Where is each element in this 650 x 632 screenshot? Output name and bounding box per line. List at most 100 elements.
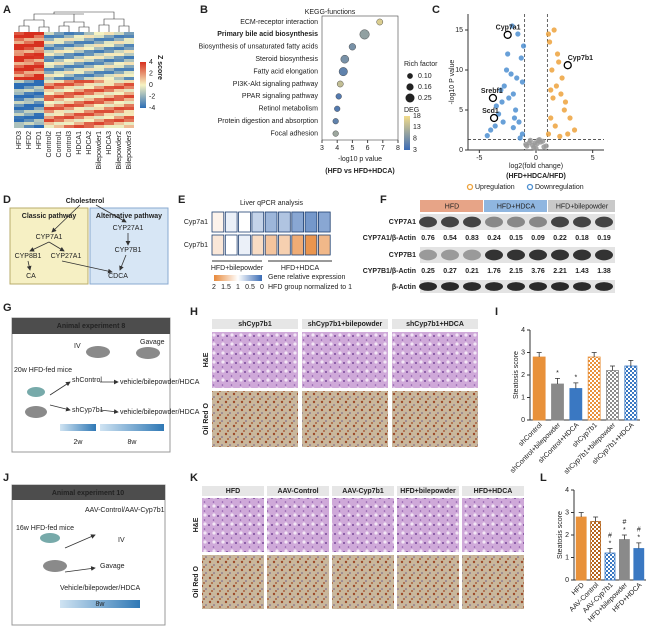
heatmap-cell (84, 92, 94, 95)
row-label: H&E (193, 517, 200, 532)
heatmap-cell (24, 77, 34, 80)
micrograph (462, 555, 524, 609)
micrograph (267, 498, 329, 552)
heatmap-cell (84, 41, 94, 44)
heatmap-cell (74, 41, 84, 44)
heatmap-cell (114, 32, 124, 35)
error-bar (555, 377, 560, 384)
column-header (302, 319, 388, 329)
heatmap-cell (14, 83, 24, 86)
band (485, 249, 503, 261)
heatmap-cell (84, 32, 94, 35)
ratio-value: 0.83 (465, 235, 479, 242)
micrograph (397, 555, 459, 609)
bar (551, 383, 564, 421)
heatmap-cell (44, 107, 54, 110)
ratio-value: 0.76 (421, 235, 435, 242)
heatmap-cell (54, 65, 64, 68)
heatmap-cell (34, 77, 44, 80)
heatmap-cell (24, 32, 34, 35)
qpcr-cell (251, 211, 265, 233)
heatmap-cell (104, 101, 114, 104)
deg-tick: 18 (413, 113, 421, 120)
ratio-value: 0.21 (465, 268, 479, 275)
heatmap-cell (124, 122, 134, 125)
band (441, 216, 459, 228)
heatmap-cell (124, 53, 134, 56)
heatmap-cell (124, 44, 134, 47)
heatmap-cell (114, 86, 124, 89)
point (550, 95, 556, 101)
heatmap-cell (74, 56, 84, 59)
qpcr-cell (278, 234, 291, 256)
category-label: Biosynthesis of unsaturated fatty acids (199, 44, 319, 51)
point (556, 59, 562, 65)
panel-label: L (540, 472, 547, 484)
panel-label: E (178, 194, 185, 206)
heatmap-cell (14, 50, 24, 53)
error-bar (573, 382, 579, 389)
heatmap-cell (54, 62, 64, 65)
heatmap-cell (64, 104, 74, 107)
heatmap-cell (44, 89, 54, 92)
band (529, 249, 547, 261)
significance: * (609, 540, 612, 547)
heatmap-cell (44, 101, 54, 104)
heatmap-cell (24, 101, 34, 104)
heatmap-cell (94, 44, 104, 47)
experiment-header (12, 318, 170, 334)
point (549, 67, 555, 73)
heatmap-cell (84, 65, 94, 68)
size-legend-label: 0.16 (418, 84, 432, 91)
heatmap-cell (24, 83, 34, 86)
heatmap-cell (84, 50, 94, 53)
dot (338, 67, 348, 77)
experiment-text: 2w (74, 439, 84, 446)
highlight-point (503, 30, 512, 39)
heatmap-cell (54, 47, 64, 50)
point (554, 51, 561, 57)
micrograph (332, 555, 394, 609)
point (509, 23, 515, 29)
heatmap-cell (44, 77, 54, 80)
heatmap-cell (124, 101, 134, 104)
plot-frame (321, 15, 399, 141)
column-title: shCyp7b1+HDCA (406, 321, 464, 328)
heatmap-cell (34, 101, 44, 104)
point (552, 123, 558, 129)
heatmap-cell (14, 107, 24, 110)
heatmap-cell (64, 113, 74, 116)
heatmap-cell (94, 89, 104, 92)
heatmap-cell (44, 98, 54, 101)
timeline (60, 424, 96, 431)
band (507, 249, 525, 261)
heatmap-cell (34, 74, 44, 77)
heatmap-cell (104, 80, 114, 83)
heatmap-cell (74, 38, 84, 41)
ratio-value: 1.38 (597, 268, 611, 275)
heatmap-cell (94, 56, 104, 59)
panel-label: J (3, 472, 9, 484)
heatmap-cell (104, 44, 114, 47)
heatmap-cell (84, 68, 94, 71)
point (561, 107, 567, 113)
x-tick-label: -5 (476, 155, 482, 162)
heatmap-cell (124, 47, 134, 50)
colorbar-tick: 0.5 (245, 284, 255, 291)
x-tick-label: 5 (350, 145, 354, 152)
colorbar-tick: 4 (149, 59, 153, 66)
point (484, 133, 490, 139)
heatmap-cell (34, 50, 44, 53)
column-title: shCyp7b1 (238, 321, 272, 328)
micrograph (212, 332, 298, 388)
band (551, 249, 569, 261)
heatmap-cell (114, 41, 124, 44)
pathway-text: Alternative pathway (96, 213, 162, 220)
band (419, 216, 437, 228)
band (573, 216, 591, 228)
heatmap-cell (34, 53, 44, 56)
heatmap-cell (104, 77, 114, 80)
point (547, 39, 553, 45)
panel-label: K (190, 472, 198, 484)
group-header (484, 200, 547, 212)
